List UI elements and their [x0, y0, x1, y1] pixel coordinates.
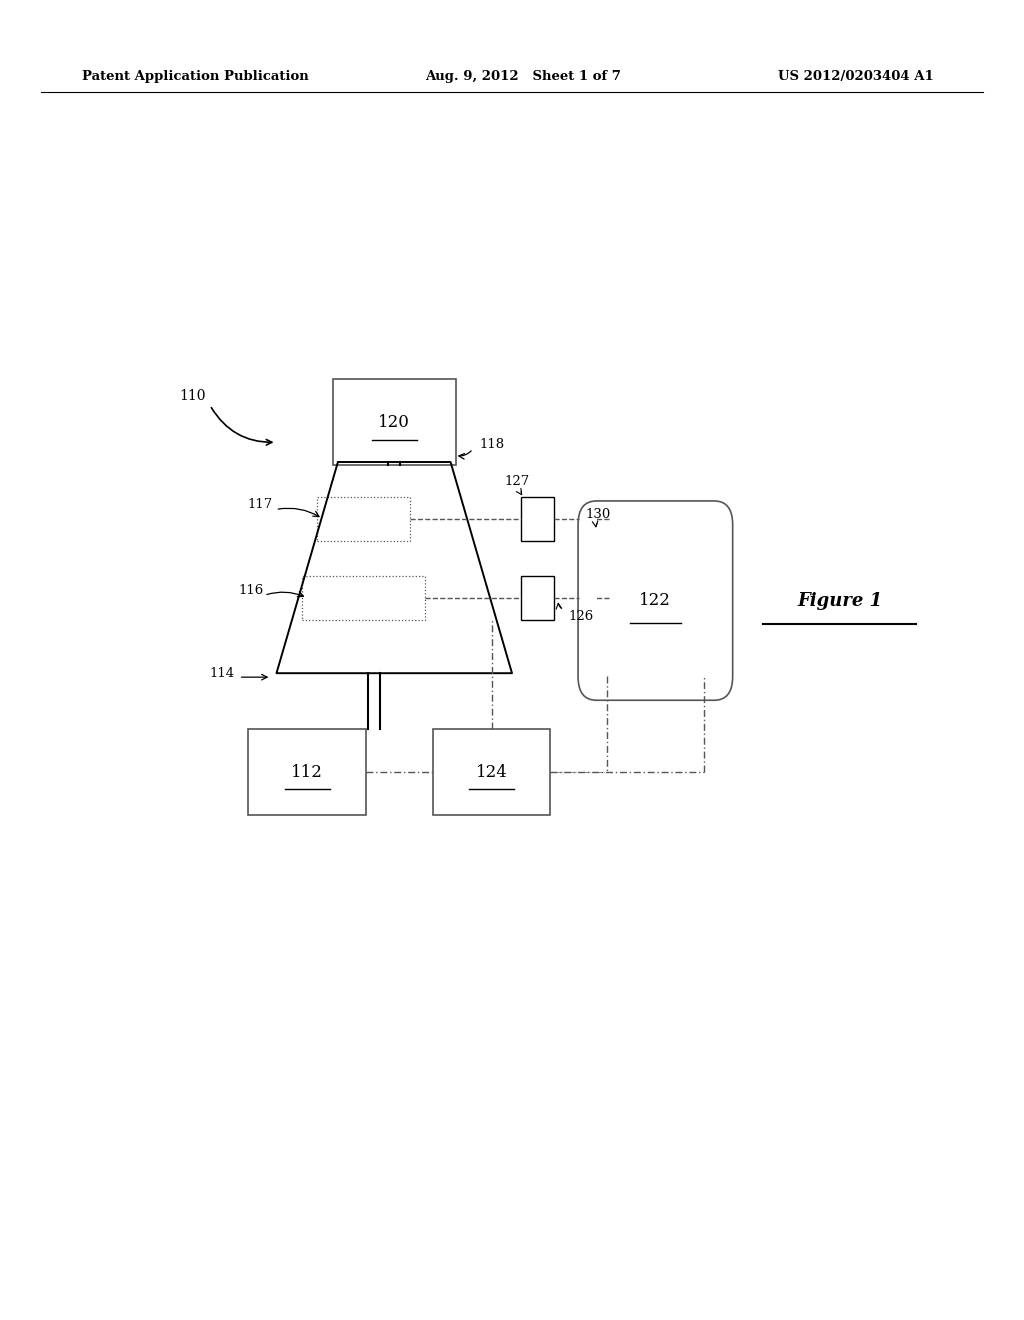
- Text: Patent Application Publication: Patent Application Publication: [82, 70, 308, 83]
- Text: 122: 122: [639, 593, 672, 609]
- Text: 130: 130: [586, 508, 611, 521]
- Text: 112: 112: [291, 764, 324, 780]
- Text: 124: 124: [475, 764, 508, 780]
- Text: 116: 116: [239, 583, 264, 597]
- Text: 120: 120: [378, 414, 411, 430]
- Text: Figure 1: Figure 1: [797, 591, 883, 610]
- Bar: [333, 379, 456, 465]
- Bar: [521, 576, 555, 619]
- Bar: [302, 576, 425, 619]
- Bar: [579, 516, 609, 602]
- Text: 118: 118: [479, 438, 505, 451]
- Bar: [521, 496, 555, 541]
- Bar: [248, 729, 367, 816]
- Text: 110: 110: [179, 389, 206, 403]
- Text: 127: 127: [505, 475, 530, 488]
- Text: 114: 114: [210, 667, 236, 680]
- Text: 117: 117: [248, 498, 273, 511]
- Bar: [432, 729, 551, 816]
- FancyBboxPatch shape: [578, 500, 733, 700]
- Bar: [317, 496, 410, 541]
- Text: Aug. 9, 2012   Sheet 1 of 7: Aug. 9, 2012 Sheet 1 of 7: [425, 70, 621, 83]
- Text: US 2012/0203404 A1: US 2012/0203404 A1: [778, 70, 934, 83]
- Text: 126: 126: [568, 610, 594, 623]
